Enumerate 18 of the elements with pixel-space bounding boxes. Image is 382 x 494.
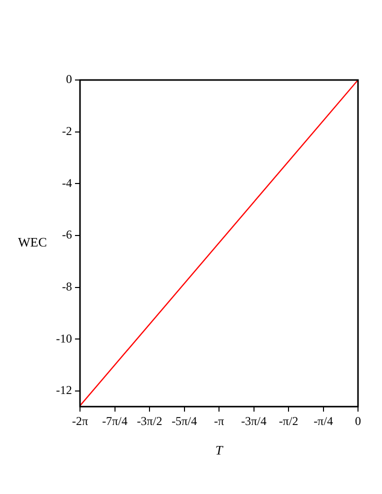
x-tick-label: -7π/4: [102, 414, 128, 428]
y-tick-label: -10: [56, 331, 72, 346]
x-tick-label: -5π/4: [172, 414, 197, 428]
y-tick-label: -6: [62, 228, 72, 242]
x-tick-label: 0: [355, 414, 361, 428]
y-tick-label: 0: [66, 72, 72, 86]
x-tick-label: -π/2: [278, 414, 298, 428]
y-tick-label: -2: [62, 124, 72, 138]
y-tick-label: -4: [62, 176, 72, 190]
x-tick-label: -2π: [72, 414, 88, 428]
y-tick-label: -8: [62, 280, 72, 294]
y-axis-title: WEC: [18, 234, 47, 250]
x-tick-label: -3π/2: [136, 414, 162, 428]
x-tick-label: -π/4: [314, 414, 333, 428]
x-tick-label: -π: [214, 414, 224, 428]
x-tick-label: -3π/4: [241, 414, 266, 428]
y-tick-label: -12: [56, 383, 72, 398]
x-axis-title: T: [215, 442, 224, 458]
